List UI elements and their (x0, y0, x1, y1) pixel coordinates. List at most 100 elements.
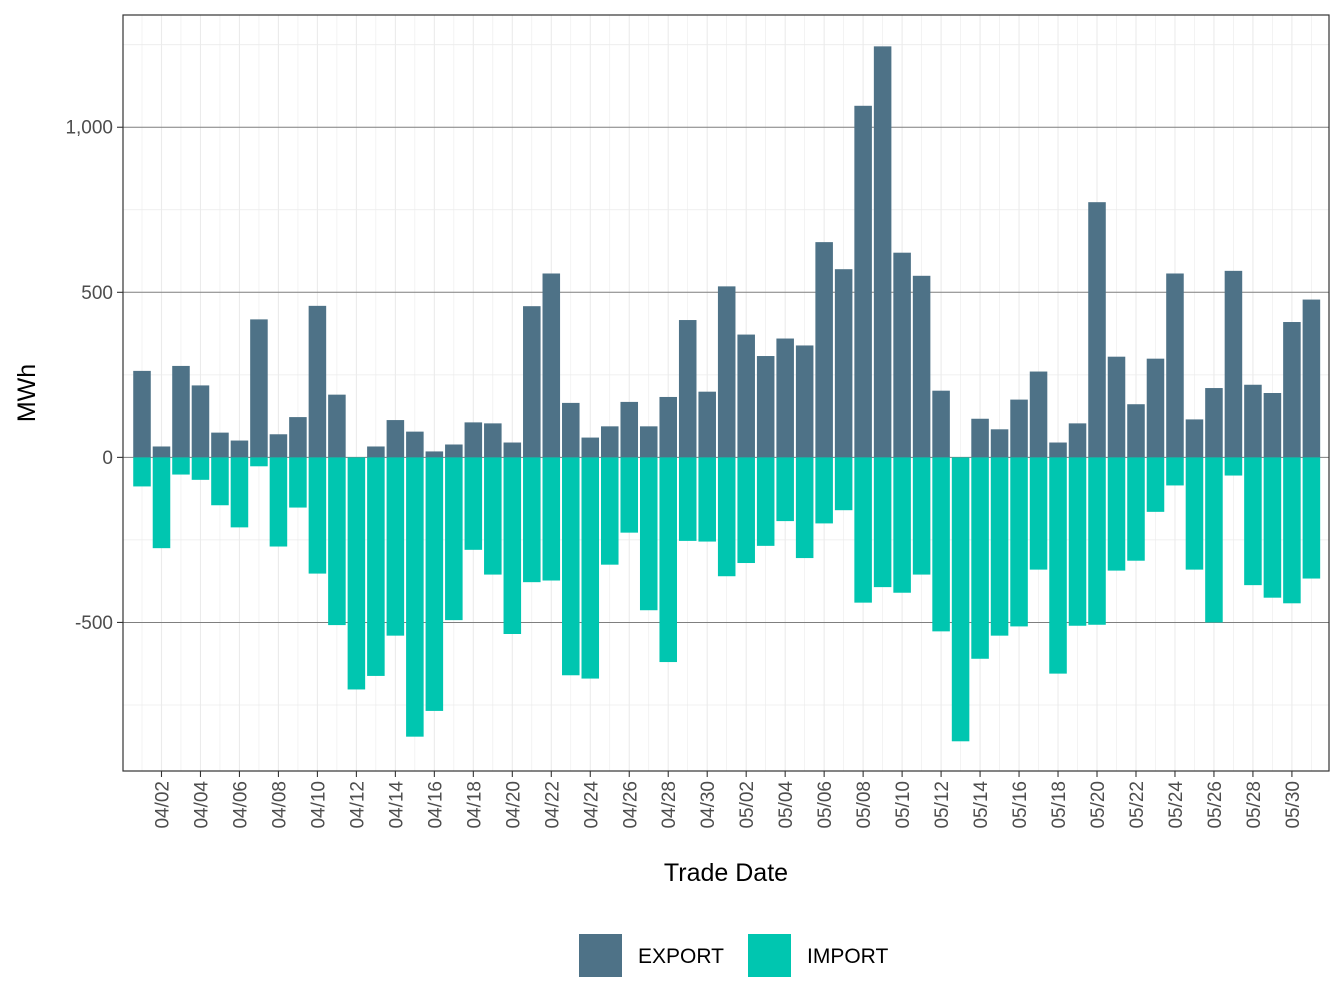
bar-export-04-09 (289, 417, 307, 458)
bar-export-04-04 (191, 385, 210, 458)
bar-import-04-29 (678, 457, 697, 541)
bar-import-05-25 (1185, 457, 1204, 570)
x-tick-label: 05/14 (971, 781, 992, 829)
bars (133, 46, 1321, 742)
bar-import-05-03 (756, 457, 775, 546)
bar-import-05-26 (1205, 457, 1223, 623)
bar-import-05-18 (1049, 457, 1067, 674)
x-tick-label: 04/06 (230, 781, 251, 829)
bar-import-04-30 (698, 457, 716, 542)
x-tick-label: 04/10 (308, 781, 329, 829)
bar-import-04-07 (250, 457, 268, 467)
bar-export-04-18 (464, 422, 483, 458)
bar-import-05-02 (737, 457, 755, 564)
bar-import-05-15 (990, 457, 1009, 636)
x-tick-label: 05/20 (1088, 781, 1109, 829)
bar-import-04-18 (464, 457, 483, 550)
bar-export-05-20 (1088, 202, 1106, 458)
bar-import-04-24 (581, 457, 600, 679)
bar-import-05-14 (971, 457, 989, 659)
bar-import-04-21 (523, 457, 541, 583)
bar-export-05-06 (815, 242, 833, 458)
bar-import-04-06 (230, 457, 249, 528)
x-tick-label: 05/18 (1049, 781, 1070, 829)
x-tick-label: 04/12 (347, 781, 368, 829)
bar-export-05-11 (912, 275, 931, 458)
bar-import-04-10 (308, 457, 327, 574)
bar-import-05-08 (854, 457, 872, 603)
x-tick-label: 05/16 (1010, 781, 1031, 829)
bar-export-04-28 (659, 396, 677, 458)
x-tick-label: 04/22 (542, 781, 563, 829)
legend: EXPORT IMPORT (579, 934, 888, 977)
bar-export-04-07 (250, 319, 268, 458)
bar-import-04-01 (133, 457, 151, 487)
x-tick-label: 05/30 (1283, 781, 1304, 829)
bar-import-04-17 (445, 457, 463, 621)
bar-export-05-22 (1127, 404, 1145, 458)
x-tick-label: 04/20 (503, 781, 524, 829)
bar-import-05-23 (1146, 457, 1165, 512)
y-tick-label: 1,000 (65, 118, 113, 139)
x-tick-label: 05/10 (893, 781, 914, 829)
bar-import-04-20 (503, 457, 522, 634)
bar-export-05-05 (795, 345, 814, 458)
bar-export-05-18 (1049, 442, 1067, 458)
bar-import-05-04 (776, 457, 794, 522)
bar-import-04-14 (386, 457, 405, 636)
x-tick-label: 04/18 (464, 781, 485, 829)
bar-import-04-28 (659, 457, 677, 663)
bar-export-05-07 (834, 269, 853, 458)
bar-import-04-13 (367, 457, 385, 676)
bar-export-05-29 (1263, 393, 1282, 458)
bar-export-05-10 (893, 252, 911, 458)
bar-import-05-05 (795, 457, 814, 559)
x-tick-label: 04/26 (620, 781, 641, 829)
bar-export-05-23 (1146, 358, 1165, 458)
bar-export-05-04 (776, 338, 794, 458)
bar-export-05-17 (1029, 371, 1048, 458)
bar-export-04-03 (172, 365, 190, 458)
x-tick-label: 05/22 (1127, 781, 1148, 829)
bar-export-04-02 (152, 446, 171, 458)
bar-export-04-13 (367, 446, 385, 458)
bar-export-04-26 (620, 401, 639, 458)
bar-export-05-15 (990, 429, 1009, 458)
bar-import-04-12 (347, 457, 366, 690)
bar-export-04-30 (698, 391, 716, 458)
legend-key-export (579, 934, 622, 977)
plot-panel-border (122, 14, 1330, 772)
bar-import-04-16 (425, 457, 444, 711)
bar-export-04-25 (600, 426, 619, 458)
x-tick-label: 04/04 (192, 781, 213, 829)
bar-export-05-30 (1283, 322, 1301, 458)
bar-import-05-06 (815, 457, 833, 524)
bar-export-05-26 (1205, 388, 1223, 458)
bar-import-05-07 (834, 457, 853, 511)
x-tick-label: 05/28 (1244, 781, 1265, 829)
bar-import-05-21 (1107, 457, 1126, 571)
bar-import-04-09 (289, 457, 307, 508)
bar-export-05-03 (756, 356, 775, 458)
bar-export-04-11 (328, 394, 346, 458)
bar-import-04-23 (562, 457, 580, 676)
bar-import-04-15 (406, 457, 424, 737)
x-tick-label: 04/30 (698, 781, 719, 829)
x-tick-label: 04/14 (386, 781, 407, 829)
bar-import-05-12 (932, 457, 950, 632)
bar-import-05-27 (1224, 457, 1243, 476)
x-tick-label: 05/04 (776, 781, 797, 829)
y-tick-label: 500 (81, 283, 113, 304)
bar-import-04-27 (639, 457, 658, 611)
bar-import-04-19 (484, 457, 502, 575)
y-axis: -500 0 500 1,000 (65, 118, 123, 634)
bar-export-05-31 (1302, 299, 1321, 458)
bar-export-05-16 (1010, 399, 1028, 458)
bar-import-04-03 (172, 457, 190, 475)
bar-export-04-19 (484, 423, 502, 458)
bar-import-04-05 (211, 457, 229, 506)
legend-label-export: EXPORT (638, 945, 724, 968)
bar-export-05-25 (1185, 419, 1204, 458)
bar-import-05-31 (1302, 457, 1321, 579)
